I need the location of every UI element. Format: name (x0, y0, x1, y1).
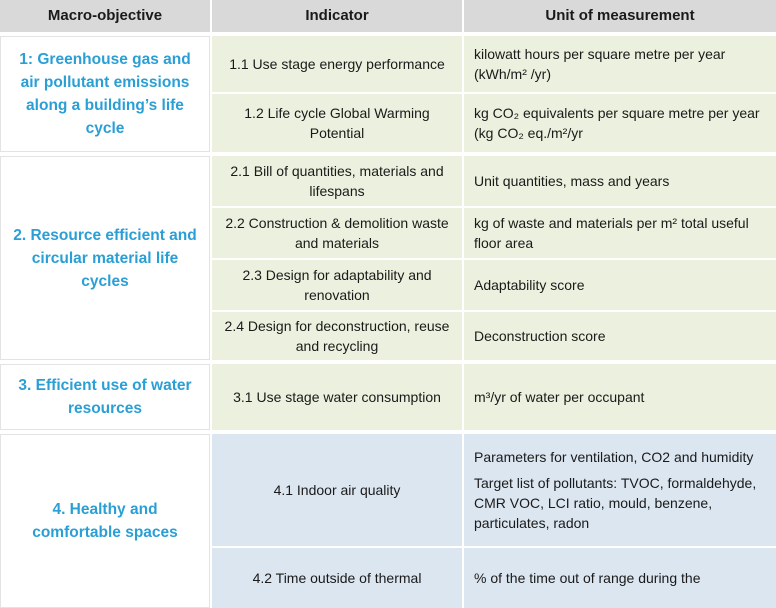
unit-cell: m³/yr of water per occupant (464, 364, 776, 430)
unit-text: Adaptability score (474, 277, 585, 293)
macro-objective-cell-text: 4. Healthy and comfortable spaces (32, 501, 178, 541)
indicator-cell: 4.1 Indoor air quality (212, 434, 462, 546)
indicator-cell: 1.2 Life cycle Global Warming Potential (212, 94, 462, 152)
indicator-cell-text: 4.1 Indoor air quality (273, 482, 401, 498)
unit-text: Deconstruction score (474, 328, 606, 344)
unit-text: kg of waste and materials per m² total u… (474, 215, 749, 251)
indicator-cell-text: 1.2 Life cycle Global Warming Potential (244, 105, 430, 141)
indicator-cell: 2.3 Design for adaptability and renovati… (212, 260, 462, 310)
unit-text: m³/yr of water per occupant (474, 389, 645, 405)
macro-objective-cell: 3. Efficient use of water resources (0, 364, 210, 430)
indicator-cell-text: 2.4 Design for deconstruction, reuse and… (224, 318, 450, 354)
macro-objective-cell: 4. Healthy and comfortable spaces (0, 434, 210, 608)
macro-objective-cell-text: 2. Resource efficient and circular mater… (13, 226, 197, 290)
indicator-cell-text: 2.1 Bill of quantities, materials and li… (230, 163, 444, 199)
unit-text: Parameters for ventilation, CO2 and humi… (474, 449, 754, 465)
indicator-cell: 2.2 Construction & demolition waste and … (212, 208, 462, 258)
unit-text: kilowatt hours per square metre per year… (474, 46, 726, 82)
indicator-cell: 2.1 Bill of quantities, materials and li… (212, 156, 462, 206)
header-macro: Macro-objective (0, 0, 210, 32)
macro-objective-cell: 1: Greenhouse gas and air pollutant emis… (0, 36, 210, 152)
header-indicator: Indicator (212, 0, 462, 32)
unit-text: % of the time out of range during the (474, 570, 701, 586)
unit-text: Target list of pollutants: TVOC, formald… (474, 475, 757, 531)
unit-cell: Deconstruction score (464, 312, 776, 360)
header-macro-text: Macro-objective (47, 7, 163, 24)
macro-objective-cell-text: 1: Greenhouse gas and air pollutant emis… (19, 51, 191, 137)
indicator-cell: 2.4 Design for deconstruction, reuse and… (212, 312, 462, 360)
unit-cell: kg CO₂ equivalents per square metre per … (464, 94, 776, 152)
header-unit-text: Unit of measurement (545, 7, 695, 24)
unit-cell: kilowatt hours per square metre per year… (464, 36, 776, 92)
indicator-cell-text: 1.1 Use stage energy performance (229, 56, 445, 72)
header-unit: Unit of measurement (464, 0, 776, 32)
unit-cell: % of the time out of range during the (464, 548, 776, 608)
unit-cell: Unit quantities, mass and years (464, 156, 776, 206)
unit-cell: Adaptability score (464, 260, 776, 310)
indicator-cell-text: 2.2 Construction & demolition waste and … (225, 215, 449, 251)
header-indicator-text: Indicator (305, 7, 369, 24)
unit-text: kg CO₂ equivalents per square metre per … (474, 105, 760, 141)
indicator-cell: 1.1 Use stage energy performance (212, 36, 462, 92)
indicator-cell-text: 4.2 Time outside of thermal (252, 570, 422, 586)
macro-objective-cell-text: 3. Efficient use of water resources (18, 377, 192, 417)
unit-cell: kg of waste and materials per m² total u… (464, 208, 776, 258)
indicator-cell-text: 2.3 Design for adaptability and renovati… (242, 267, 432, 303)
indicator-cell-text: 3.1 Use stage water consumption (233, 389, 441, 405)
indicator-cell: 3.1 Use stage water consumption (212, 364, 462, 430)
unit-cell: Parameters for ventilation, CO2 and humi… (464, 434, 776, 546)
indicator-cell: 4.2 Time outside of thermal (212, 548, 462, 608)
unit-text: Unit quantities, mass and years (474, 173, 670, 189)
macro-objective-cell: 2. Resource efficient and circular mater… (0, 156, 210, 360)
